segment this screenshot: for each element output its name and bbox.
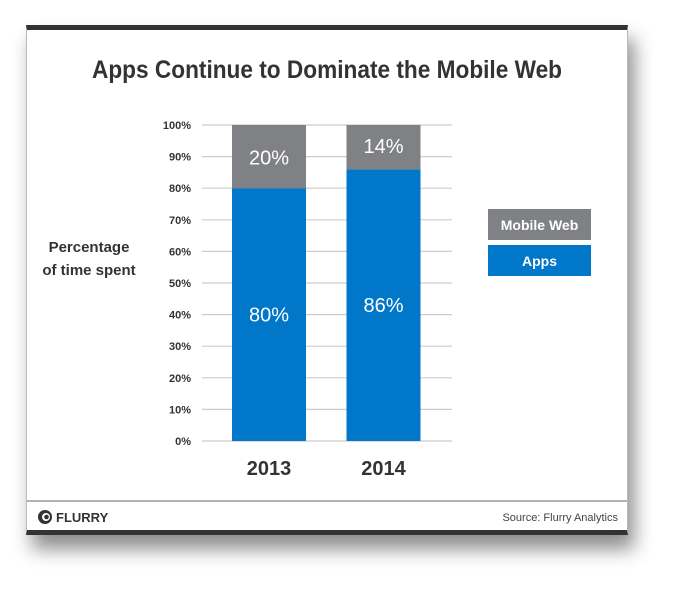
flurry-logo-text: FLURRY (56, 510, 109, 525)
data-label: 20% (249, 148, 289, 170)
flurry-logo: FLURRY (38, 510, 109, 525)
legend-swatch-apps (488, 245, 591, 276)
bar-mobile-web-2013 (232, 125, 306, 189)
y-axis-label-line2: of time spent (42, 262, 135, 279)
data-label: 80% (249, 305, 289, 327)
y-tick-label: 70% (169, 215, 191, 227)
chart-title: Apps Continue to Dominate the Mobile Web (92, 56, 562, 84)
data-label: 86% (363, 295, 403, 317)
source-note: Source: Flurry Analytics (502, 512, 618, 524)
bar-apps-2014 (346, 169, 421, 442)
y-tick-label: 10% (169, 404, 191, 416)
bar-mobile-web-2014 (346, 125, 421, 170)
y-tick-label: 0% (175, 436, 191, 448)
bar-apps-2013 (232, 188, 306, 441)
x-tick-label: 2014 (361, 458, 406, 480)
y-tick-label: 80% (169, 183, 191, 195)
x-tick-label: 2013 (247, 458, 292, 480)
data-label: 14% (363, 136, 403, 158)
y-tick-label: 30% (169, 341, 191, 353)
y-tick-label: 40% (169, 310, 191, 322)
y-tick-label: 20% (169, 373, 191, 385)
y-tick-label: 100% (163, 120, 191, 132)
legend-swatch-mobile-web (488, 209, 591, 240)
y-axis-label-line1: Percentage (49, 239, 130, 256)
y-tick-label: 60% (169, 246, 191, 258)
legend-label: Mobile Web (501, 217, 579, 233)
chart-card (26, 25, 628, 535)
y-tick-label: 50% (169, 278, 191, 290)
y-tick-label: 90% (169, 152, 191, 164)
legend-label: Apps (522, 253, 557, 269)
